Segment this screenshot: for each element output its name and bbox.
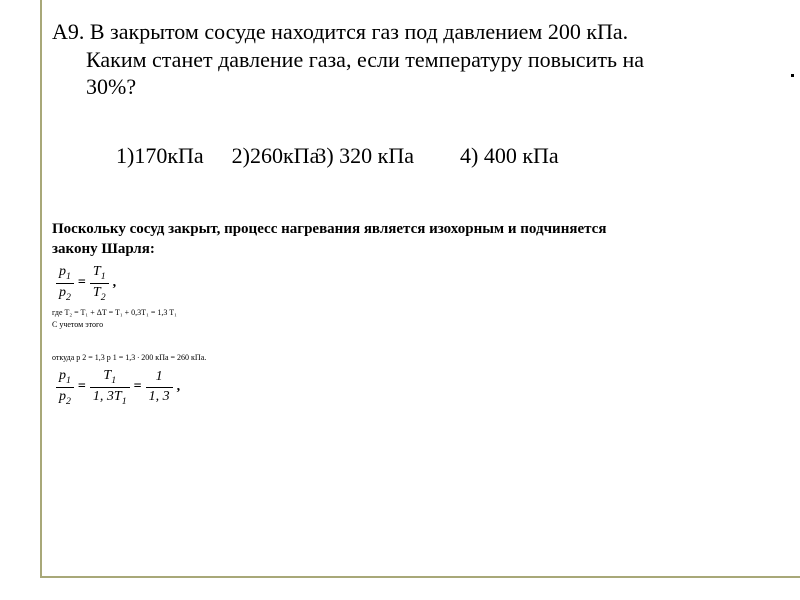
frac-1-13: 1 1, 3 <box>146 368 173 407</box>
explain-line1: Поскольку сосуд закрыт, процесс нагреван… <box>52 219 780 239</box>
option-2: 2)260кПа <box>232 143 320 169</box>
explain-small3: откуда p 2 = 1,3 p 1 = 1,3 ∙ 200 кПа = 2… <box>52 353 780 363</box>
frac-p1p2-b: p1 p2 <box>56 367 74 408</box>
equation-2: p1 p2 = T1 1, 3T1 = 1 1, 3 , <box>52 365 780 410</box>
explain-small2: С учетом этого <box>52 320 780 330</box>
problem-line1: А9. В закрытом сосуде находится газ под … <box>52 18 780 46</box>
slide-content: А9. В закрытом сосуде находится газ под … <box>52 18 780 410</box>
problem-line2: Каким станет давление газа, если темпера… <box>52 46 780 74</box>
decor-dot <box>791 74 794 77</box>
answer-options: 1)170кПа 2)260кПа 3) 320 кПа 4) 400 кПа <box>52 143 780 169</box>
problem-line3: 30%? <box>52 73 780 101</box>
option-1: 1)170кПа <box>116 143 204 169</box>
frac-t1-13t1: T1 1, 3T1 <box>90 367 130 408</box>
option-3: 3) 320 кПа <box>315 143 414 169</box>
frac-p1p2: p1 p2 <box>56 263 74 304</box>
equation-1: p1 p2 = T1 T2 , <box>52 261 780 306</box>
explanation: Поскольку сосуд закрыт, процесс нагреван… <box>52 219 780 410</box>
option-4: 4) 400 кПа <box>460 143 559 169</box>
explain-line2: закону Шарля: <box>52 239 780 259</box>
frac-t1t2: T1 T2 <box>90 263 109 304</box>
problem-text: А9. В закрытом сосуде находится газ под … <box>52 18 780 101</box>
explain-small1: где T₂ = T₁ + ΔT = T₁ + 0,3T₁ = 1,3 T₁ <box>52 308 780 318</box>
